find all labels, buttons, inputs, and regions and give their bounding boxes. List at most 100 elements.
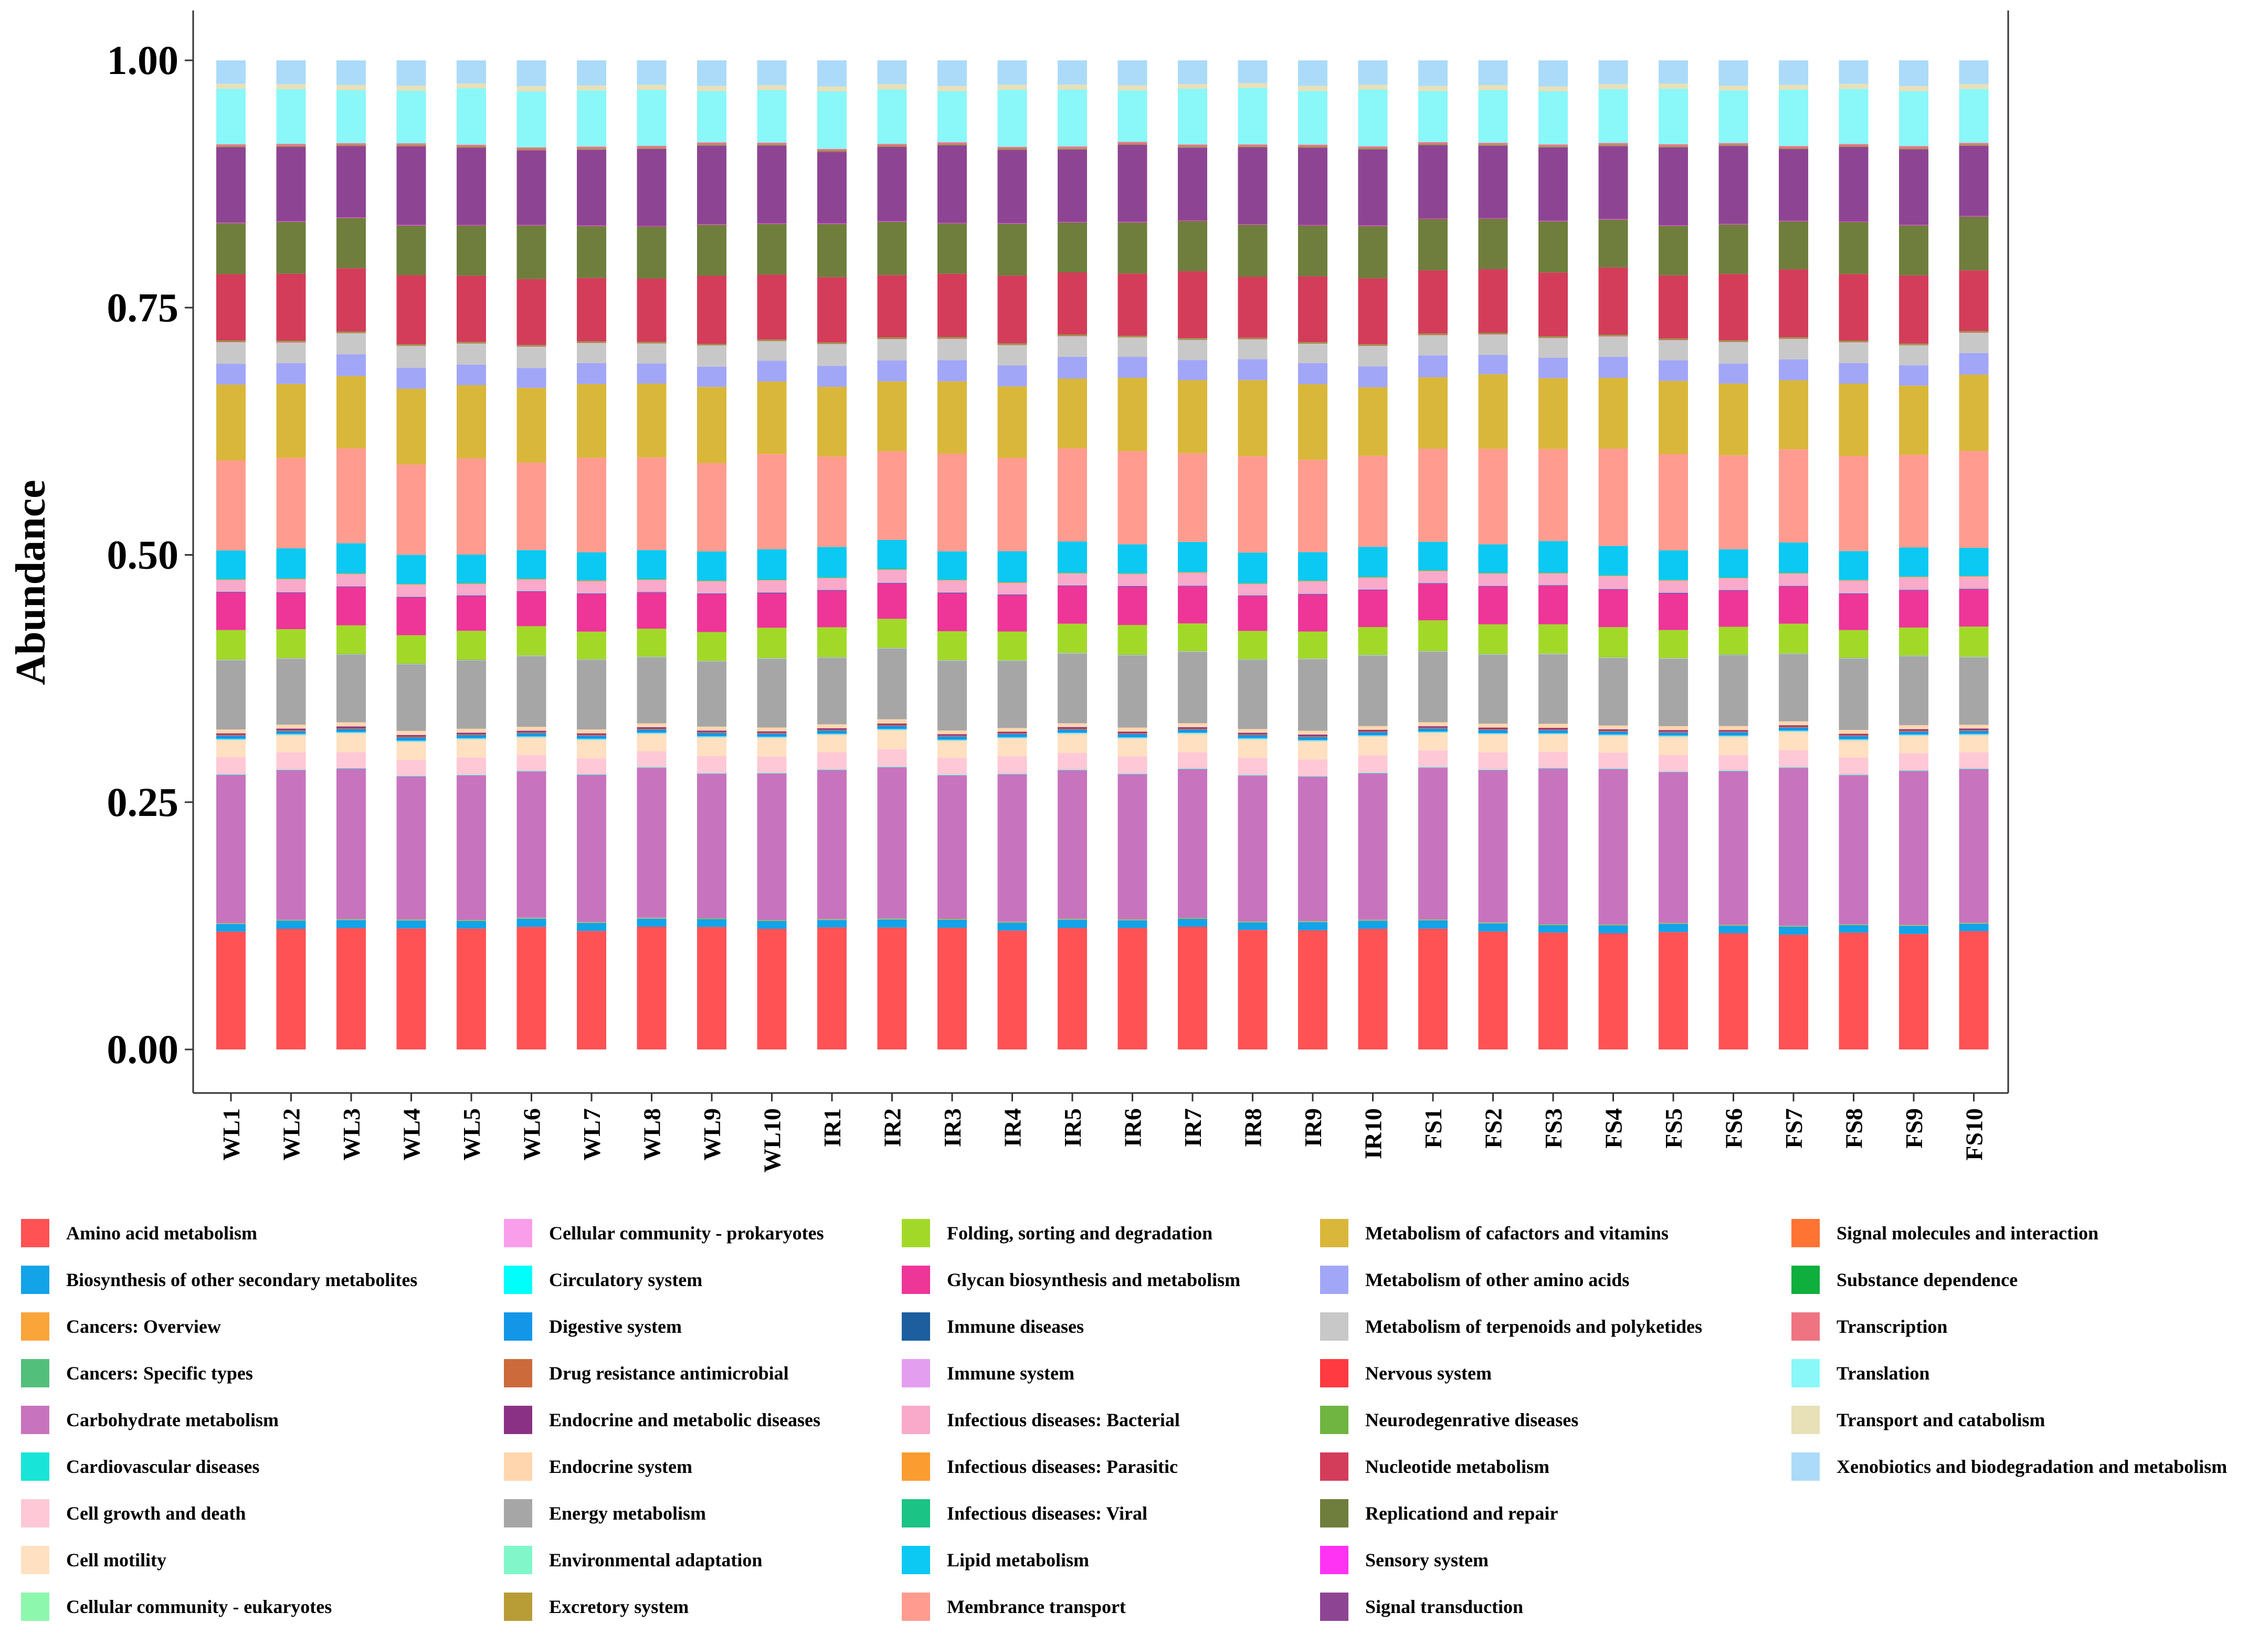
bar-segment bbox=[1538, 585, 1568, 586]
bar-segment bbox=[877, 927, 907, 1049]
legend-label: Infectious diseases: Bacterial bbox=[947, 1409, 1180, 1430]
bar-segment bbox=[757, 90, 787, 143]
bar-segment bbox=[1538, 573, 1568, 574]
bar-segment bbox=[1839, 383, 1869, 456]
bar-segment bbox=[1298, 384, 1327, 460]
bar-segment bbox=[1538, 728, 1568, 730]
bar-segment bbox=[336, 768, 366, 769]
bar-segment bbox=[1418, 731, 1448, 733]
bar-segment bbox=[1538, 541, 1568, 573]
bar-segment bbox=[216, 342, 246, 364]
x-tick-label: FS4 bbox=[1600, 1108, 1627, 1149]
x-tick-label: WL8 bbox=[639, 1108, 666, 1161]
bar-segment bbox=[637, 751, 667, 768]
bar-segment bbox=[1779, 337, 1808, 338]
bar-segment bbox=[396, 368, 426, 389]
bar-segment bbox=[937, 734, 967, 736]
bar-segment bbox=[1238, 277, 1268, 338]
legend-swatch bbox=[21, 1219, 49, 1247]
bar-segment bbox=[1538, 357, 1568, 378]
bar-segment bbox=[216, 274, 246, 341]
bar-segment bbox=[877, 221, 907, 275]
bar-segment bbox=[1959, 270, 1989, 332]
bar-segment bbox=[1178, 651, 1207, 652]
bar-segment bbox=[336, 331, 366, 333]
bar-segment bbox=[817, 730, 847, 734]
bar-segment bbox=[1598, 752, 1628, 769]
bar-segment bbox=[1418, 570, 1448, 571]
bar-segment bbox=[1779, 380, 1808, 450]
legend-label: Biosynthesis of other secondary metaboli… bbox=[66, 1269, 417, 1290]
bar-segment bbox=[1058, 336, 1087, 357]
bar-segment bbox=[757, 274, 787, 340]
bar-segment bbox=[1478, 734, 1508, 735]
bar-segment bbox=[1839, 932, 1869, 1049]
bar-segment bbox=[276, 548, 306, 579]
bar-segment bbox=[1538, 146, 1568, 147]
bar-segment bbox=[1899, 275, 1928, 344]
bar-segment bbox=[1298, 594, 1327, 595]
bar-segment bbox=[1418, 583, 1448, 621]
bar-segment bbox=[937, 593, 967, 631]
bar-segment bbox=[1418, 333, 1448, 335]
x-tick-label: IR5 bbox=[1059, 1108, 1086, 1147]
bar-segment bbox=[577, 729, 606, 734]
bar-segment bbox=[1117, 336, 1147, 337]
bar-segment bbox=[637, 723, 667, 727]
bar-segment bbox=[1659, 726, 1688, 730]
bar-segment bbox=[1358, 731, 1388, 733]
bar-segment bbox=[937, 775, 967, 919]
bar-segment bbox=[877, 767, 907, 919]
bar-segment bbox=[1839, 274, 1869, 341]
bar-segment bbox=[757, 579, 787, 580]
bar-segment bbox=[1418, 60, 1448, 86]
bar-segment bbox=[877, 360, 907, 381]
bar-segment bbox=[1899, 343, 1928, 345]
bar-segment bbox=[1959, 332, 1989, 333]
bar-segment bbox=[1058, 652, 1087, 653]
bar-segment bbox=[1358, 148, 1388, 150]
bar-segment bbox=[216, 739, 246, 740]
bar-segment bbox=[1478, 374, 1508, 449]
bar-segment bbox=[216, 222, 246, 224]
y-tick-label: 0.75 bbox=[107, 284, 179, 330]
bar-segment bbox=[1899, 730, 1928, 732]
bar-segment bbox=[877, 451, 907, 540]
bar-segment bbox=[697, 593, 726, 594]
bar-segment bbox=[1117, 738, 1147, 739]
bar-segment bbox=[516, 388, 546, 463]
bar-segment bbox=[877, 221, 907, 222]
bar-segment bbox=[216, 579, 246, 580]
bar-segment bbox=[877, 89, 907, 144]
bar-segment bbox=[1598, 731, 1628, 735]
bar-segment bbox=[1839, 144, 1869, 146]
bar-segment bbox=[697, 224, 726, 225]
bar-segment bbox=[937, 360, 967, 381]
bar-segment bbox=[1959, 730, 1989, 734]
bar-segment bbox=[577, 552, 606, 580]
bar-segment bbox=[457, 583, 486, 596]
bar-segment bbox=[937, 223, 967, 274]
bar-segment bbox=[1058, 448, 1087, 542]
bar-segment bbox=[1478, 145, 1508, 146]
bar-segment bbox=[1779, 148, 1808, 221]
bar-segment bbox=[457, 225, 486, 226]
bar-segment bbox=[1779, 725, 1808, 727]
bar-segment bbox=[1358, 732, 1388, 736]
legend-label: Transcription bbox=[1837, 1316, 1947, 1337]
bar-segment bbox=[637, 148, 667, 149]
bar-segment bbox=[637, 580, 667, 592]
bar-segment bbox=[1178, 271, 1207, 338]
bar-segment bbox=[1598, 933, 1628, 1049]
bar-segment bbox=[1478, 654, 1508, 724]
bar-segment bbox=[577, 150, 606, 226]
bar-segment bbox=[997, 595, 1027, 632]
bar-segment bbox=[1478, 733, 1508, 734]
bar-segment bbox=[276, 384, 306, 458]
bar-segment bbox=[396, 143, 426, 145]
bar-segment bbox=[817, 86, 847, 92]
legend-label: Nucleotide metabolism bbox=[1365, 1456, 1549, 1477]
legend-label: Metabolism of terpenoids and polyketides bbox=[1365, 1316, 1702, 1337]
bar-segment bbox=[457, 458, 486, 555]
bar-segment bbox=[1718, 60, 1748, 86]
